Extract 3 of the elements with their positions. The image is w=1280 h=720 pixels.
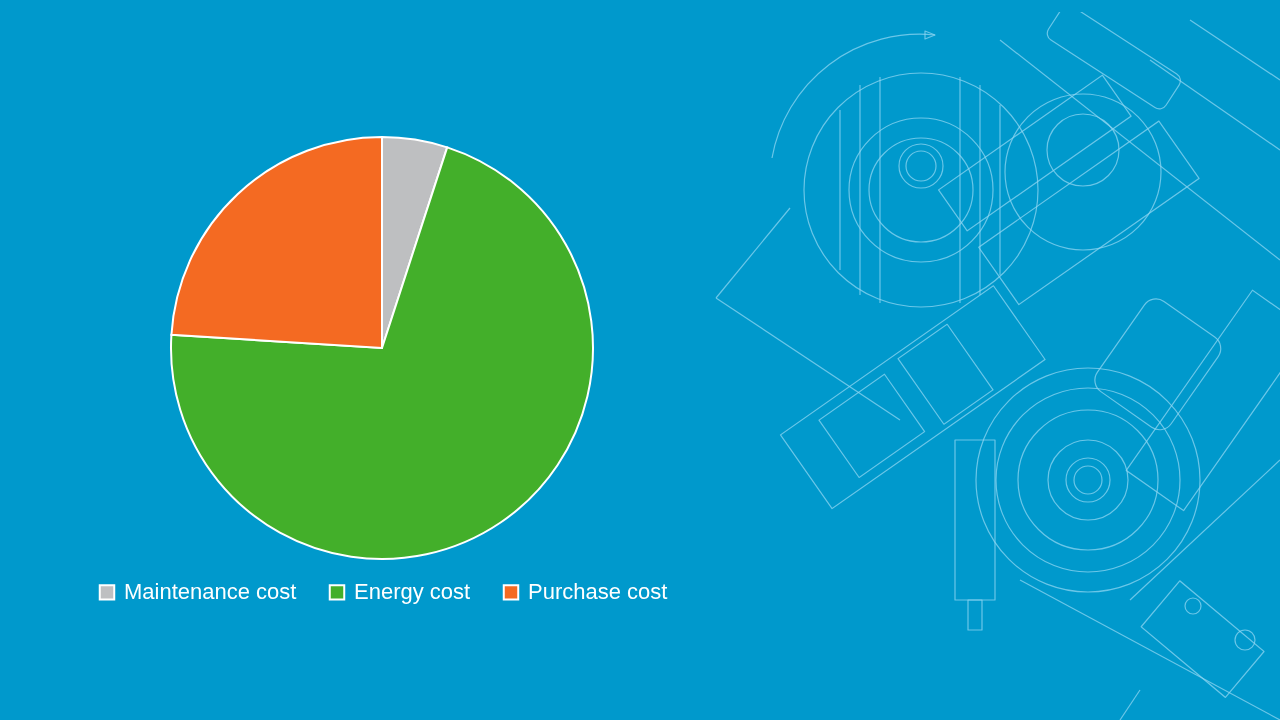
legend-label: Purchase cost xyxy=(528,579,668,605)
legend-label: Energy cost xyxy=(354,579,471,605)
legend-label: Maintenance cost xyxy=(124,579,297,605)
